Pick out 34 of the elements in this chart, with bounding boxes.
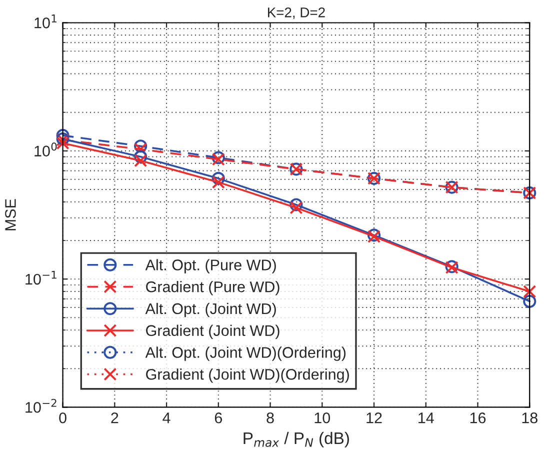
x-tick-label: 16 (470, 412, 486, 424)
x-tick-label: 8 (266, 412, 274, 424)
legend-label: Gradient (Pure WD) (146, 281, 280, 296)
x-tick-label: 18 (522, 412, 538, 424)
legend-label: Alt. Opt. (Joint WD) (145, 302, 276, 318)
point (134, 142, 148, 156)
y-axis-title: MSE (5, 199, 16, 230)
point (212, 176, 225, 189)
y-tick-label: 10$^{0}$ (34, 142, 57, 156)
legend-label: Gradient (Joint WD)(Ordering) (146, 368, 349, 383)
point (134, 150, 148, 164)
point (523, 284, 536, 298)
legend-label: Gradient (Joint WD) (146, 324, 280, 340)
x-axis-title: P$_{max}$ / P$_{N}$ (dB) (244, 432, 349, 448)
point (56, 136, 70, 150)
point (212, 172, 225, 185)
x-tick-label: 14 (418, 412, 434, 424)
x-tick-label: 6 (214, 412, 222, 424)
x-tick-label: 0 (59, 412, 66, 424)
point (134, 140, 148, 153)
point (290, 201, 303, 214)
y-tick-label: 10$^{−1}$ (26, 270, 56, 285)
point (523, 294, 536, 308)
x-tick-label: 10 (314, 412, 330, 424)
point (134, 154, 148, 168)
legend-label: Alt. Opt. (Joint WD)(Ordering) (145, 346, 346, 361)
y-tick-label: 10$^{−2}$ (26, 398, 56, 413)
chart-title: K=2, D=2 (268, 7, 325, 19)
legend-label: Alt. Opt. (Pure WD) (145, 259, 276, 274)
x-tick-label: 12 (366, 412, 382, 424)
x-tick-label: 2 (111, 412, 118, 424)
y-tick-label: 10$^{1}$ (34, 14, 56, 28)
x-tick-label: 4 (162, 412, 170, 424)
point (290, 198, 303, 212)
